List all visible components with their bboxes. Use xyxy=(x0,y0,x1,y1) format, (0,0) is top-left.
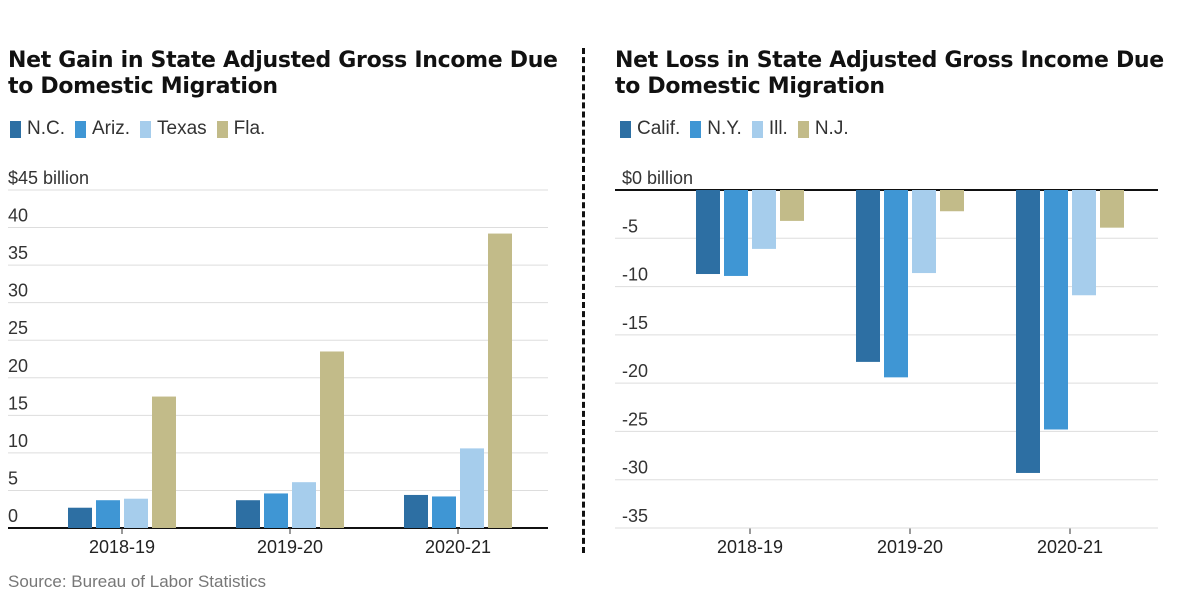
left-bar-ariz-2019-20 xyxy=(264,493,288,528)
right-bar-n-j-2019-20 xyxy=(940,190,964,212)
right-chart-title: Net Loss in State Adjusted Gross Income … xyxy=(615,48,1164,100)
right-legend: Calif. N.Y. Ill. N.J. xyxy=(620,118,859,140)
left-bar-fla-2020-21 xyxy=(488,233,512,528)
right-bar-calif-2018-19 xyxy=(696,190,720,275)
legend-label-ny: N.Y. xyxy=(707,118,742,139)
left-title-line-1: Net Gain in State Adjusted Gross Income … xyxy=(8,48,558,73)
right-xtick-label-2020-21: 2020-21 xyxy=(1037,537,1103,557)
right-title-line-2: to Domestic Migration xyxy=(615,74,885,99)
legend-item-texas: Texas xyxy=(140,118,207,140)
right-bar-calif-2020-21 xyxy=(1016,190,1040,473)
legend-label-ariz: Ariz. xyxy=(92,118,130,139)
left-ytick-label-10: 10 xyxy=(8,431,28,451)
legend-swatch-ny xyxy=(690,120,702,138)
left-ytick-label-40: 40 xyxy=(8,206,28,226)
legend-swatch-texas xyxy=(140,120,151,138)
left-chart-title: Net Gain in State Adjusted Gross Income … xyxy=(8,48,558,100)
legend-label-calif: Calif. xyxy=(637,118,681,139)
right-bar-calif-2019-20 xyxy=(856,190,880,362)
left-ytick-label-30: 30 xyxy=(8,281,28,301)
legend-item-ny: N.Y. xyxy=(690,118,742,140)
left-bar-n-c-2018-19 xyxy=(68,507,92,528)
right-bar-ill-2020-21 xyxy=(1072,190,1096,296)
left-bar-texas-2020-21 xyxy=(460,448,484,528)
left-bar-n-c-2019-20 xyxy=(236,500,260,528)
left-legend: N.C. Ariz. Texas Fla. xyxy=(10,118,275,140)
right-xtick-label-2018-19: 2018-19 xyxy=(717,537,783,557)
source-note: Source: Bureau of Labor Statistics xyxy=(8,572,266,591)
left-bar-texas-2019-20 xyxy=(292,482,316,528)
left-xtick-label-2019-20: 2019-20 xyxy=(257,537,323,557)
left-bar-ariz-2018-19 xyxy=(96,500,120,528)
right-bar-n-y-2020-21 xyxy=(1044,190,1068,430)
right-bar-n-j-2020-21 xyxy=(1100,190,1124,228)
right-ytick-label-35: -35 xyxy=(622,506,648,526)
legend-item-calif: Calif. xyxy=(620,118,680,140)
legend-label-nj: N.J. xyxy=(814,118,849,139)
left-bar-fla-2019-20 xyxy=(320,351,344,528)
legend-item-nj: N.J. xyxy=(797,118,849,140)
legend-swatch-fla xyxy=(216,120,228,138)
right-ytick-label-15: -15 xyxy=(622,313,648,333)
legend-swatch-calif xyxy=(620,120,631,138)
left-ytick-label-0: 0 xyxy=(8,506,18,526)
legend-swatch-ariz xyxy=(75,120,86,138)
left-bar-ariz-2020-21 xyxy=(432,496,456,528)
right-bar-ill-2019-20 xyxy=(912,190,936,274)
right-bar-n-j-2018-19 xyxy=(780,190,804,221)
left-ytick-label-5: 5 xyxy=(8,468,18,488)
right-xtick-label-2019-20: 2019-20 xyxy=(877,537,943,557)
legend-item-ariz: Ariz. xyxy=(75,118,130,140)
right-bar-ill-2018-19 xyxy=(752,190,776,249)
left-bar-fla-2018-19 xyxy=(152,396,176,528)
right-ytick-label-30: -30 xyxy=(622,458,648,478)
left-xtick-label-2020-21: 2020-21 xyxy=(425,537,491,557)
left-ytick-label-45: $45 billion xyxy=(8,168,89,188)
legend-label-fla: Fla. xyxy=(233,118,266,139)
legend-label-texas: Texas xyxy=(157,118,207,139)
left-bar-n-c-2020-21 xyxy=(404,494,428,528)
legend-item-nc: N.C. xyxy=(10,118,65,140)
legend-label-nc: N.C. xyxy=(27,118,65,139)
legend-swatch-nc xyxy=(10,120,21,138)
right-ytick-label-0: $0 billion xyxy=(622,168,693,188)
right-ytick-label-10: -10 xyxy=(622,265,648,285)
right-ytick-label-20: -20 xyxy=(622,361,648,381)
legend-label-ill: Ill. xyxy=(768,118,788,139)
legend-item-fla: Fla. xyxy=(216,118,266,140)
right-ytick-label-5: -5 xyxy=(622,216,638,236)
legend-swatch-ill xyxy=(751,120,763,138)
right-bar-n-y-2019-20 xyxy=(884,190,908,378)
left-bar-texas-2018-19 xyxy=(124,498,148,528)
right-bar-n-y-2018-19 xyxy=(724,190,748,276)
right-ytick-label-25: -25 xyxy=(622,409,648,429)
left-title-line-2: to Domestic Migration xyxy=(8,74,278,99)
right-title-line-1: Net Loss in State Adjusted Gross Income … xyxy=(615,48,1164,73)
chart-divider xyxy=(582,48,585,553)
legend-swatch-nj xyxy=(797,120,809,138)
left-ytick-label-20: 20 xyxy=(8,356,28,376)
left-ytick-label-35: 35 xyxy=(8,243,28,263)
left-ytick-label-25: 25 xyxy=(8,318,28,338)
left-ytick-label-15: 15 xyxy=(8,393,28,413)
left-xtick-label-2018-19: 2018-19 xyxy=(89,537,155,557)
legend-item-ill: Ill. xyxy=(751,118,788,140)
